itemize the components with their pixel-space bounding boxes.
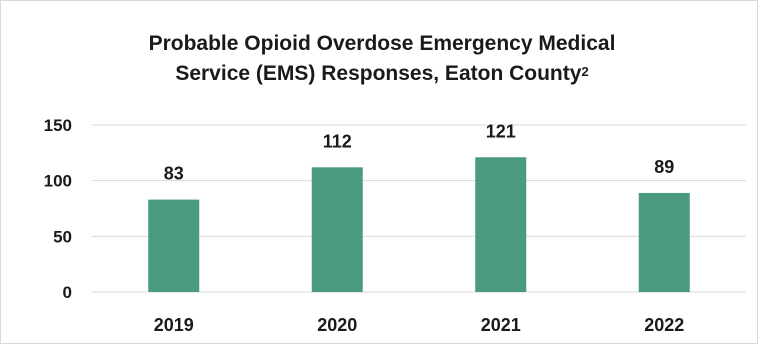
y-tick-label: 50 — [53, 227, 72, 246]
footnote-marker: 2 — [581, 64, 589, 79]
data-label: 112 — [323, 131, 352, 151]
chart-title-line2: Service (EMS) Responses, Eaton County2 — [0, 59, 764, 89]
bar-2019 — [148, 199, 200, 292]
x-tick-label: 2022 — [644, 315, 684, 335]
x-tick-label: 2019 — [154, 315, 194, 335]
x-tick-label: 2021 — [481, 315, 521, 335]
data-label: 121 — [486, 121, 516, 141]
y-tick-label: 0 — [63, 283, 72, 302]
y-tick-label: 100 — [44, 172, 72, 191]
bar-2021 — [475, 157, 527, 292]
data-label: 83 — [164, 164, 184, 184]
chart-frame — [0, 0, 758, 344]
bar-2022 — [638, 192, 690, 292]
chart-title-line2-text: Service (EMS) Responses, Eaton County — [175, 62, 582, 85]
x-tick-label: 2020 — [317, 315, 357, 335]
bar-2020 — [311, 167, 363, 292]
y-tick-label: 150 — [44, 116, 72, 135]
chart-title-line1: Probable Opioid Overdose Emergency Medic… — [148, 32, 616, 55]
data-label: 89 — [654, 157, 674, 177]
